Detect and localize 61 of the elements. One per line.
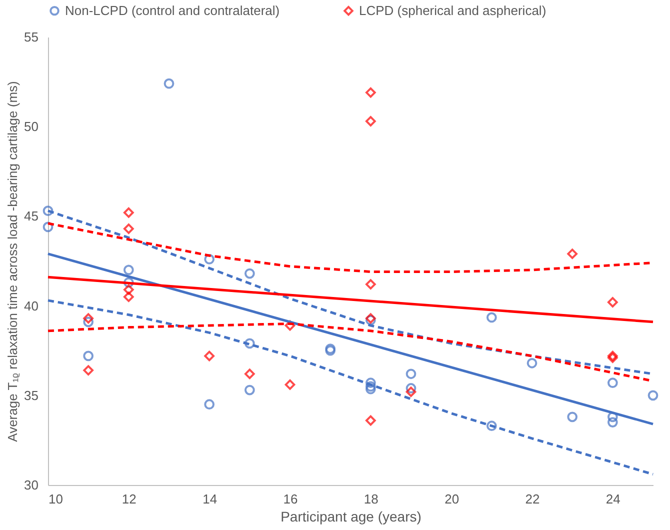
point (607, 297, 618, 308)
point (204, 350, 215, 362)
point (406, 368, 416, 380)
point (567, 248, 578, 260)
point (365, 279, 376, 290)
point (42, 206, 54, 216)
point (83, 316, 94, 328)
x-axis-title: Participant age (years) (280, 508, 422, 524)
point (486, 420, 497, 432)
point (164, 78, 174, 89)
point (204, 399, 215, 410)
x-tick-label: 14 (202, 492, 218, 506)
x-tick-label: 20 (444, 492, 460, 506)
point (607, 417, 618, 428)
point (123, 207, 134, 218)
point (83, 350, 94, 362)
x-tick-label: 16 (283, 492, 298, 506)
y-tick-label: 40 (24, 298, 38, 314)
point (526, 358, 538, 368)
x-tick-label: 12 (122, 492, 136, 506)
line-series (46, 299, 654, 476)
point (83, 313, 94, 324)
x-tick-label: 18 (364, 492, 378, 506)
point (284, 320, 296, 331)
point (365, 87, 376, 98)
point (648, 390, 658, 401)
y-tick-label: 35 (24, 388, 38, 403)
point (567, 412, 578, 422)
point (406, 383, 416, 394)
point (284, 379, 296, 390)
point (123, 224, 134, 234)
point (123, 264, 134, 276)
y-tick-label: 55 (24, 30, 38, 44)
point (123, 277, 134, 288)
y-tick-label: 50 (24, 119, 38, 134)
point (365, 384, 376, 394)
point (83, 365, 94, 376)
point (244, 384, 255, 396)
point (607, 412, 618, 422)
point (123, 284, 134, 295)
point (244, 268, 255, 279)
point (365, 116, 376, 126)
x-tick-label: 22 (525, 492, 540, 506)
x-tick-label: 10 (48, 492, 63, 506)
point (486, 312, 497, 323)
point (244, 368, 255, 380)
point (42, 222, 54, 232)
point (406, 386, 416, 397)
point (204, 254, 215, 264)
y-tick-label: 30 (24, 478, 38, 492)
legend-label: Non-LCPD (control and contralateral) (65, 2, 280, 18)
y-tick-label: 45 (24, 208, 38, 224)
x-tick-label: 24 (606, 492, 620, 506)
point (365, 415, 376, 426)
point (365, 381, 376, 392)
point (365, 378, 376, 388)
point (123, 292, 134, 302)
legend-label: LCPD (spherical and aspherical) (359, 2, 546, 18)
point (607, 378, 618, 388)
point (244, 338, 255, 349)
y-axis-title: Average T₁ᵨ relaxation time across load -bearing cartilage (ms) (5, 81, 20, 442)
